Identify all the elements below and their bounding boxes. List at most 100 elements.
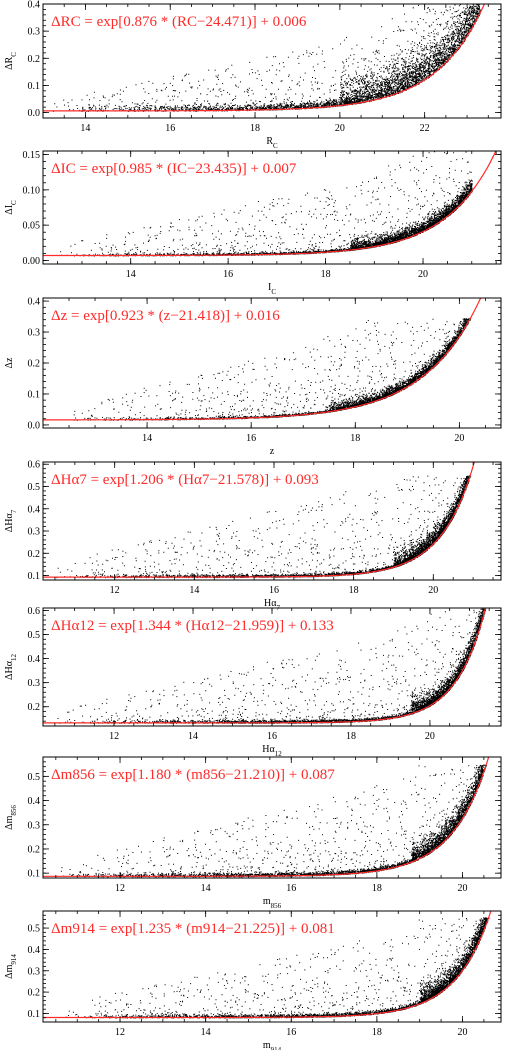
fit-curve <box>43 298 482 421</box>
y-tick-label: 0.5 <box>28 482 41 493</box>
x-ticks <box>55 757 485 878</box>
panel-4: 12 14 16 18 200.10.20.30.40.50.6Hα7ΔHα7ΔHα7 … <box>4 460 502 612</box>
data-points <box>56 475 472 579</box>
y-tick-label: 0.3 <box>28 678 41 689</box>
x-tick-label: 20 <box>418 269 428 280</box>
data-points <box>73 318 472 421</box>
y-ticks <box>43 610 501 727</box>
x-axis-label: m856 <box>263 896 282 910</box>
x-tick-label: 18 <box>346 731 356 742</box>
y-axis-label: ΔIC <box>4 200 18 215</box>
y-tick-label: 0.5 <box>28 630 41 641</box>
y-tick-label: 0.3 <box>28 527 41 538</box>
fit-equation: ΔRC = exp[0.876 * (RC−24.471)] + 0.006 <box>51 14 307 30</box>
x-tick-label: 16 <box>286 883 296 894</box>
y-axis-label: ΔHα7 <box>4 509 18 532</box>
y-ticks <box>43 3 501 119</box>
panel-3: 14 16 18 20 0.0 0.1 0.2 0.3 0.4 z Δz Δz = exp[0.923… <box>4 297 502 457</box>
x-tick-label: 12 <box>115 883 125 894</box>
x-tick-label: 18 <box>372 1027 382 1038</box>
y-axis-label: Δm914 <box>4 954 18 979</box>
panel-7: 12 14 16 18 20 0.1 0.2 0.3 0.4 0.5 m914 Δm914 Δm914 … <box>4 910 502 1054</box>
x-axis-label: Hα12 <box>262 744 282 758</box>
x-tick-label: 12 <box>115 1027 125 1038</box>
y-ticks <box>43 154 501 261</box>
plot-frame <box>42 461 502 581</box>
x-tick-label: 20 <box>454 433 464 444</box>
fit-equation: Δm914 = exp[1.235 * (m914−21.225)] + 0.0… <box>51 921 335 937</box>
y-tick-label: 0.0 <box>28 108 41 119</box>
y-axis-label: ΔHα12 <box>4 654 18 680</box>
x-ticks <box>55 911 485 1022</box>
y-tick-label: 0.0 <box>28 420 41 431</box>
x-tick-label: 14 <box>188 731 198 742</box>
x-tick-label: 18 <box>349 585 359 596</box>
fit-equation: Δz = exp[0.923 * (z−21.418)] + 0.016 <box>51 308 280 324</box>
y-ticks <box>43 300 501 426</box>
x-tick-label: 14 <box>80 123 90 134</box>
y-tick-label: 0.4 <box>28 796 41 807</box>
equation-backdrop <box>49 766 338 784</box>
y-tick-label: 0.10 <box>23 185 41 196</box>
x-tick-label: 18 <box>350 433 360 444</box>
panel-1: 14 16 18 20 22 0.0 0.1 0.2 0.3 0.4 RC ΔRC ΔRC = exp[… <box>4 0 502 150</box>
y-tick-label: 0.1 <box>28 81 41 92</box>
equation-backdrop <box>49 160 299 178</box>
x-tick-label: 16 <box>286 1027 296 1038</box>
y-tick-label: 0.3 <box>28 27 41 38</box>
x-tick-label: 20 <box>428 585 438 596</box>
x-tick-label: 18 <box>372 883 382 894</box>
x-ticks <box>42 298 486 428</box>
panel-2: 14 16 18 20 0.00 0.05 0.10 0.15 IC ΔIC ΔIC = exp[0… <box>4 150 502 296</box>
equation-backdrop <box>49 617 336 635</box>
x-tick-label: 16 <box>246 433 256 444</box>
y-tick-label: 0.4 <box>28 297 41 308</box>
fit-equation: ΔHα7 = exp[1.206 * (Hα7−21.578)] + 0.093 <box>51 472 319 488</box>
y-tick-label: 0.5 <box>28 924 41 935</box>
x-tick-label: 14 <box>201 1027 211 1038</box>
y-ticks <box>43 463 501 581</box>
y-axis-label: Δm856 <box>4 805 18 830</box>
equation-backdrop <box>49 471 321 489</box>
y-tick-label: 0.2 <box>28 844 41 855</box>
y-tick-label: 0.3 <box>28 328 41 339</box>
fit-curve <box>43 151 497 257</box>
y-tick-label: 0.2 <box>28 988 41 999</box>
x-tick-label: 16 <box>267 731 277 742</box>
equation-backdrop <box>49 13 309 31</box>
x-tick-label: 20 <box>425 731 435 742</box>
panel-6: 12 14 16 18 20 0.1 0.2 0.3 0.4 0.5 m856 Δm856 Δm856 … <box>4 756 502 910</box>
y-tick-label: 0.3 <box>28 820 41 831</box>
y-axis-label: Δz <box>4 357 15 368</box>
y-tick-label: 0.1 <box>28 869 41 880</box>
x-axis-label: m914 <box>263 1040 282 1050</box>
x-tick-label: 20 <box>457 1027 467 1038</box>
y-tick-label: 0.05 <box>23 221 41 232</box>
x-tick-label: 14 <box>201 883 211 894</box>
y-tick-label: 0.1 <box>28 389 41 400</box>
x-axis-label: IC <box>268 282 276 296</box>
y-ticks <box>43 914 501 1023</box>
plot-frame <box>42 756 502 879</box>
y-axis-label: ΔRC <box>4 52 18 70</box>
equation-backdrop <box>49 920 337 938</box>
x-tick-label: 20 <box>457 883 467 894</box>
x-axis-label: z <box>270 446 275 457</box>
x-tick-label: 14 <box>189 585 199 596</box>
plot-frame <box>42 3 502 119</box>
x-tick-label: 18 <box>250 123 260 134</box>
y-tick-label: 0.1 <box>28 1009 41 1020</box>
x-ticks <box>54 462 494 580</box>
y-tick-label: 0.4 <box>28 654 41 665</box>
y-tick-label: 0.2 <box>28 549 41 560</box>
x-tick-label: 16 <box>223 269 233 280</box>
fit-equation: ΔHα12 = exp[1.344 * (Hα12−21.959)] + 0.1… <box>51 618 334 634</box>
x-ticks <box>54 608 490 726</box>
x-tick-label: 20 <box>335 123 345 134</box>
y-tick-label: 0.2 <box>28 359 41 370</box>
equation-backdrop <box>49 307 283 325</box>
fit-curve <box>43 4 486 112</box>
y-ticks <box>43 761 501 879</box>
